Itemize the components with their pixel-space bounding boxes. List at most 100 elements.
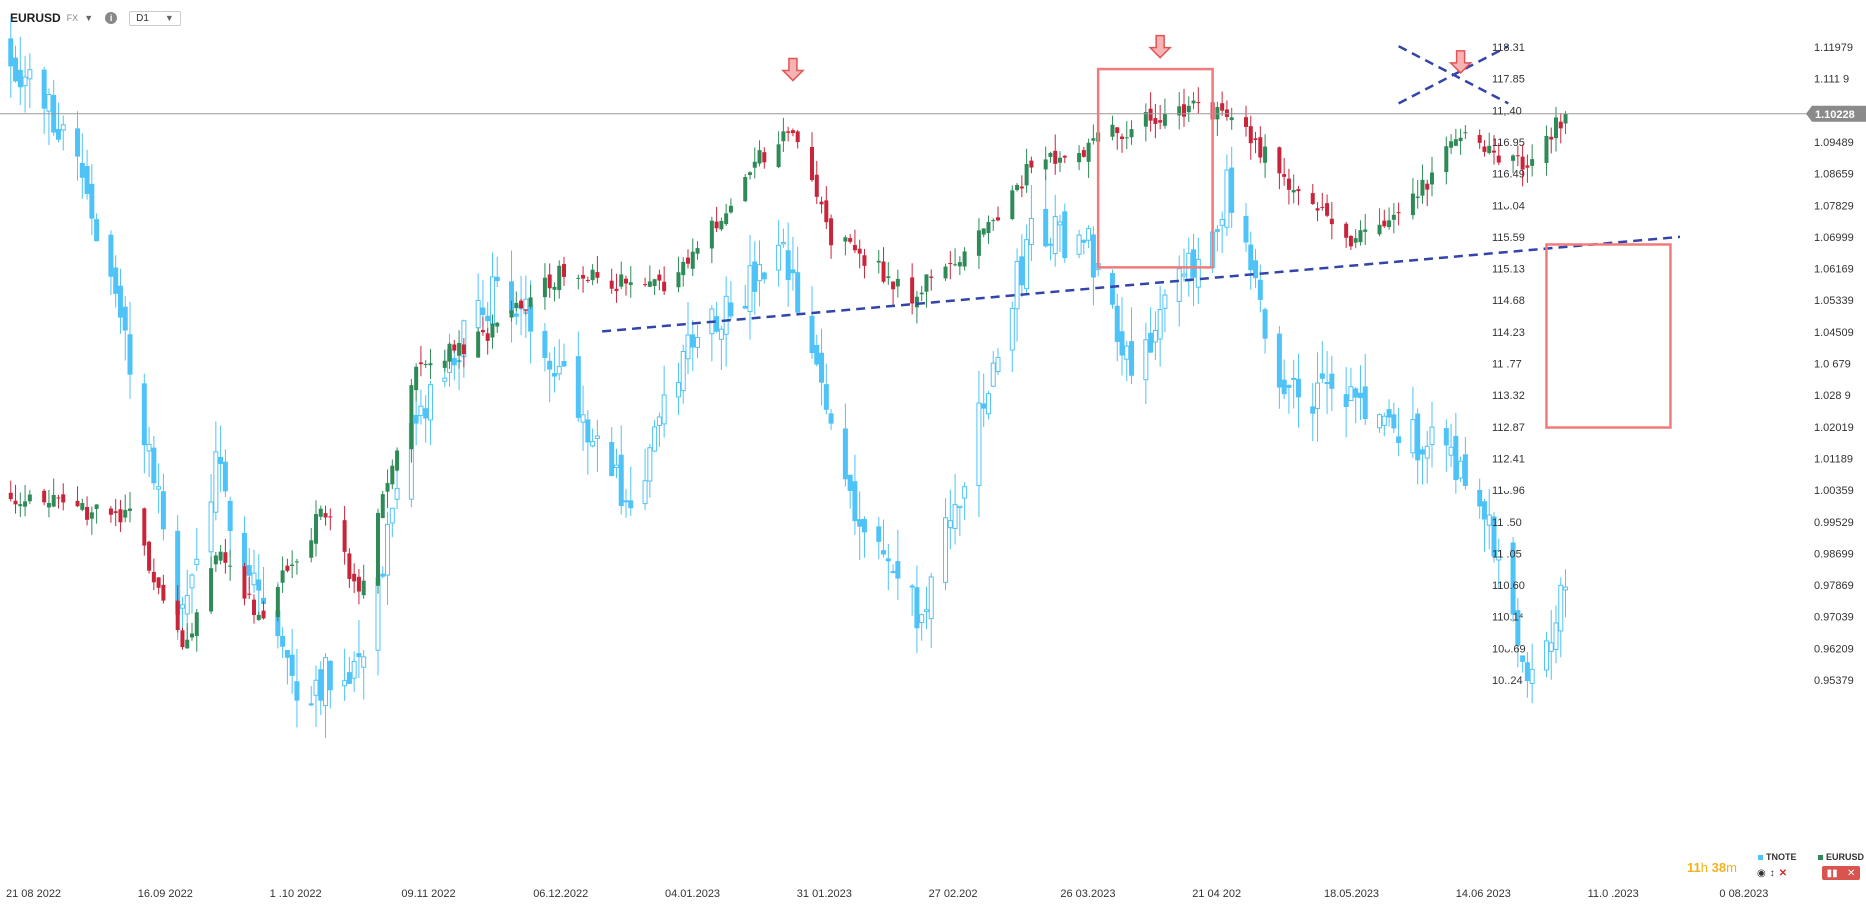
tnote-body [75, 128, 81, 157]
tnote-candle [227, 496, 233, 557]
candle-style-icon[interactable]: ▮▮ [1826, 867, 1838, 879]
eurusd-candle [347, 548, 352, 588]
eurusd-body [1482, 146, 1487, 152]
timeframe-select[interactable]: D1 ▼ [129, 10, 181, 26]
eurusd-candle [762, 147, 767, 169]
tnote-candle [1248, 231, 1254, 290]
tnote-candle [628, 466, 634, 516]
tnote-body [1076, 234, 1082, 255]
legend-item-eurusd[interactable]: EURUSD [1818, 852, 1864, 862]
tnote-candle [13, 45, 19, 83]
eurusd-body [662, 281, 667, 292]
legend-label: EURUSD [1826, 852, 1865, 862]
tnote-candle [962, 482, 968, 520]
eurusd-candle [89, 506, 94, 535]
eurusd-candle [643, 277, 648, 287]
eurusd-body [1058, 157, 1062, 163]
eurusd-candle [1010, 185, 1015, 221]
tnote-candle [1052, 194, 1058, 267]
eurusd-body [1015, 184, 1020, 191]
tnote-body [647, 447, 653, 482]
tnote-body [981, 403, 987, 409]
eurusd-candle [1029, 156, 1034, 174]
eurusd-body [523, 309, 528, 311]
tnote-body [990, 362, 996, 387]
tnote-body [1548, 642, 1554, 652]
info-icon[interactable]: i [105, 12, 118, 24]
eurusd-body [886, 276, 891, 279]
eurusd-body [89, 512, 94, 519]
eurusd-candle [948, 251, 953, 280]
tnote-candle [308, 685, 314, 707]
tnote-candle [55, 102, 61, 143]
eurusd-candle [13, 484, 18, 514]
eurusd-body [1549, 136, 1554, 140]
tnote-body [609, 442, 615, 476]
move-icon[interactable]: ↕ [1769, 868, 1775, 879]
eye-icon[interactable]: ◉ [1757, 868, 1766, 879]
tnote-body [418, 405, 424, 417]
eurusd-candle [108, 506, 113, 523]
tnote-body [1453, 435, 1459, 480]
tnote-body [1219, 219, 1225, 226]
y-left-tick-label: 112.41 [1492, 453, 1525, 465]
close-icon[interactable]: ✕ [1778, 868, 1788, 879]
eurusd-body [1081, 150, 1086, 157]
eurusd-candle [814, 160, 819, 205]
tnote-body [1419, 449, 1425, 455]
y-left-tick-label: 114.23 [1492, 327, 1525, 339]
eurusd-candle [624, 275, 628, 296]
eurusd-candle [285, 558, 290, 573]
projection-box [1545, 243, 1672, 429]
tnote-body [656, 416, 662, 426]
eurusd-candle [1396, 202, 1401, 226]
tnote-body [1028, 217, 1034, 245]
tnote-candle [1429, 402, 1435, 468]
tnote-candle [594, 419, 600, 473]
eurusd-body [557, 265, 562, 291]
tnote-body [1052, 216, 1058, 255]
eurusd-body [757, 150, 762, 164]
eurusd-body [1186, 105, 1191, 113]
eurusd-body [228, 565, 233, 567]
tnote-body [227, 500, 233, 532]
tnote-candle [1348, 367, 1354, 402]
tnote-body [380, 573, 386, 577]
x-tick-label: 26 03.2023 [1060, 888, 1115, 900]
tnote-candle [51, 79, 57, 136]
tnote-body [1553, 622, 1559, 650]
tnote-candle [1262, 307, 1268, 354]
close-icon[interactable]: ✕ [1846, 867, 1856, 879]
eurusd-controls[interactable]: ▮▮ ✕ [1822, 866, 1860, 880]
eurusd-candle [1110, 115, 1115, 141]
tnote-body [690, 334, 696, 348]
eurusd-candle [1115, 126, 1120, 150]
chevron-down-icon[interactable]: ▼ [84, 13, 94, 23]
tnote-body [27, 69, 33, 80]
eurusd-candle [695, 241, 700, 260]
tnote-body [1057, 221, 1063, 226]
eurusd-candle [1420, 164, 1425, 204]
tnote-body [323, 657, 329, 707]
x-tick-label: 27 02.202 [929, 888, 978, 900]
tnote-body [714, 316, 720, 332]
eurusd-candle [1043, 146, 1048, 180]
legend-item-tnote[interactable]: TNOTE [1758, 852, 1797, 862]
tnote-candle [861, 516, 867, 558]
eurusd-body [528, 297, 533, 307]
eurusd-candle [929, 269, 934, 291]
eurusd-candle [1224, 100, 1229, 121]
eurusd-body [695, 248, 700, 254]
tnote-candle [923, 586, 929, 630]
tnote-body [761, 272, 767, 280]
eurusd-candle [309, 528, 314, 563]
eurusd-body [924, 274, 929, 292]
eurusd-body [342, 520, 347, 552]
eurusd-body [986, 221, 991, 234]
tnote-body [590, 440, 596, 447]
symbol-name[interactable]: EURUSD [10, 11, 61, 25]
eurusd-candle [56, 494, 61, 509]
tnote-candle [695, 324, 701, 359]
eurusd-candle [1186, 96, 1191, 123]
